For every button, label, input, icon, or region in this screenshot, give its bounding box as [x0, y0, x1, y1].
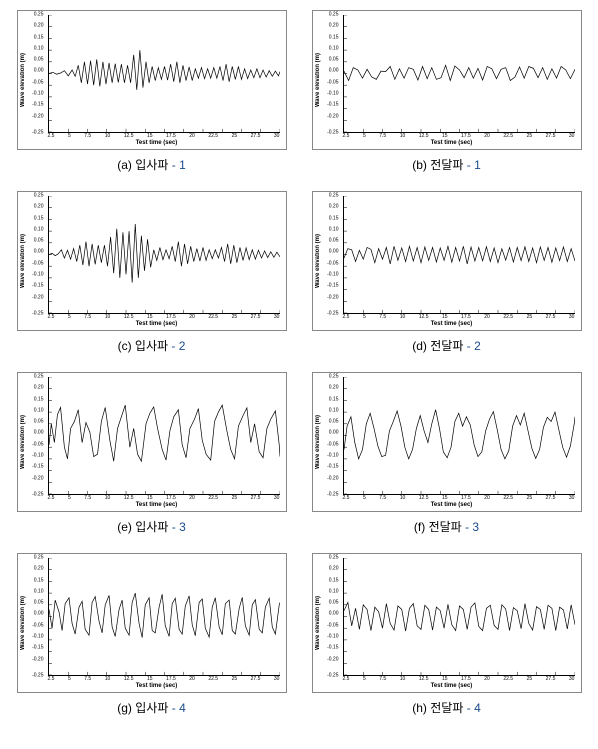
chart-panel: Wave elevation (m)0.250.200.150.100.050.… — [17, 372, 287, 512]
y-axis-label: Wave elevation (m) — [313, 415, 323, 469]
waveform-line — [344, 410, 575, 459]
chart-panel: Wave elevation (m)0.250.200.150.100.050.… — [312, 191, 582, 331]
caption-letter: (d) — [412, 339, 427, 353]
chart-cell-c: Wave elevation (m)0.250.200.150.100.050.… — [10, 191, 293, 354]
y-ticks: 0.250.200.150.100.050.00-0.05-0.10-0.15-… — [323, 15, 339, 133]
plot-area: 0.250.200.150.100.050.00-0.05-0.10-0.15-… — [325, 558, 575, 676]
waveform-line — [344, 602, 575, 631]
caption-letter: (f) — [414, 520, 425, 534]
caption-letter: (e) — [117, 520, 132, 534]
chart-panel: Wave elevation (m)0.250.200.150.100.050.… — [312, 553, 582, 693]
caption-text: 전달파 — [429, 520, 462, 534]
plot-area: 0.250.200.150.100.050.00-0.05-0.10-0.15-… — [325, 377, 575, 495]
x-axis-label: Test time (sec) — [323, 501, 581, 511]
waveform-line — [49, 405, 280, 461]
chart-caption: (h) 전달파 - 4 — [412, 699, 481, 716]
plot-area: 0.250.200.150.100.050.00-0.05-0.10-0.15-… — [30, 558, 280, 676]
waveform-line — [49, 224, 280, 282]
caption-letter: (c) — [118, 339, 132, 353]
plot-area: 0.250.200.150.100.050.00-0.05-0.10-0.15-… — [30, 196, 280, 314]
chart-panel: Wave elevation (m)0.250.200.150.100.050.… — [17, 191, 287, 331]
caption-number: - 3 — [172, 520, 186, 534]
y-ticks: 0.250.200.150.100.050.00-0.05-0.10-0.15-… — [323, 377, 339, 495]
caption-number: - 1 — [467, 158, 481, 172]
plot-area: 0.250.200.150.100.050.00-0.05-0.10-0.15-… — [30, 377, 280, 495]
caption-number: - 2 — [467, 339, 481, 353]
x-axis-label: Test time (sec) — [323, 682, 581, 692]
chart-caption: (d) 전달파 - 2 — [412, 337, 481, 354]
caption-number: - 4 — [467, 701, 481, 715]
chart-cell-a: Wave elevation (m)0.250.200.150.100.050.… — [10, 10, 293, 173]
y-ticks: 0.250.200.150.100.050.00-0.05-0.10-0.15-… — [28, 15, 44, 133]
chart-panel: Wave elevation (m)0.250.200.150.100.050.… — [17, 553, 287, 693]
chart-caption: (e) 입사파 - 3 — [117, 518, 186, 535]
y-axis-label: Wave elevation (m) — [313, 53, 323, 107]
chart-cell-d: Wave elevation (m)0.250.200.150.100.050.… — [305, 191, 588, 354]
waveform-line — [49, 593, 280, 637]
waveform-line — [344, 65, 575, 80]
caption-number: - 2 — [171, 339, 185, 353]
caption-text: 입사파 — [135, 701, 168, 715]
x-axis-label: Test time (sec) — [28, 320, 286, 330]
caption-letter: (b) — [412, 158, 427, 172]
plot-area: 0.250.200.150.100.050.00-0.05-0.10-0.15-… — [30, 15, 280, 133]
plot-area: 0.250.200.150.100.050.00-0.05-0.10-0.15-… — [325, 196, 575, 314]
y-ticks: 0.250.200.150.100.050.00-0.05-0.10-0.15-… — [323, 558, 339, 676]
x-axis-label: Test time (sec) — [28, 682, 286, 692]
chart-cell-g: Wave elevation (m)0.250.200.150.100.050.… — [10, 553, 293, 716]
x-axis-label: Test time (sec) — [323, 320, 581, 330]
caption-text: 입사파 — [135, 520, 168, 534]
chart-caption: (c) 입사파 - 2 — [118, 337, 186, 354]
caption-text: 입사파 — [135, 339, 168, 353]
chart-cell-f: Wave elevation (m)0.250.200.150.100.050.… — [305, 372, 588, 535]
caption-text: 전달파 — [430, 339, 463, 353]
chart-panel: Wave elevation (m)0.250.200.150.100.050.… — [312, 10, 582, 150]
y-axis-label: Wave elevation (m) — [313, 234, 323, 288]
chart-caption: (a) 입사파 - 1 — [117, 156, 186, 173]
plot-area: 0.250.200.150.100.050.00-0.05-0.10-0.15-… — [325, 15, 575, 133]
caption-text: 입사파 — [135, 158, 168, 172]
chart-cell-b: Wave elevation (m)0.250.200.150.100.050.… — [305, 10, 588, 173]
caption-letter: (g) — [117, 701, 132, 715]
chart-cell-h: Wave elevation (m)0.250.200.150.100.050.… — [305, 553, 588, 716]
x-axis-label: Test time (sec) — [323, 139, 581, 149]
x-axis-label: Test time (sec) — [28, 139, 286, 149]
y-ticks: 0.250.200.150.100.050.00-0.05-0.10-0.15-… — [28, 196, 44, 314]
chart-caption: (g) 입사파 - 4 — [117, 699, 186, 716]
y-axis-label: Wave elevation (m) — [313, 596, 323, 650]
chart-caption: (f) 전달파 - 3 — [414, 518, 479, 535]
x-axis-label: Test time (sec) — [28, 501, 286, 511]
y-axis-label: Wave elevation (m) — [18, 53, 28, 107]
y-ticks: 0.250.200.150.100.050.00-0.05-0.10-0.15-… — [323, 196, 339, 314]
caption-number: - 3 — [465, 520, 479, 534]
waveform-line — [344, 246, 575, 264]
y-axis-label: Wave elevation (m) — [18, 596, 28, 650]
caption-letter: (h) — [412, 701, 427, 715]
caption-number: - 4 — [172, 701, 186, 715]
y-ticks: 0.250.200.150.100.050.00-0.05-0.10-0.15-… — [28, 377, 44, 495]
chart-panel: Wave elevation (m)0.250.200.150.100.050.… — [17, 10, 287, 150]
y-axis-label: Wave elevation (m) — [18, 234, 28, 288]
chart-cell-e: Wave elevation (m)0.250.200.150.100.050.… — [10, 372, 293, 535]
y-ticks: 0.250.200.150.100.050.00-0.05-0.10-0.15-… — [28, 558, 44, 676]
caption-number: - 1 — [172, 158, 186, 172]
waveform-line — [49, 50, 280, 90]
caption-letter: (a) — [117, 158, 132, 172]
caption-text: 전달파 — [430, 701, 463, 715]
chart-caption: (b) 전달파 - 1 — [412, 156, 481, 173]
chart-panel: Wave elevation (m)0.250.200.150.100.050.… — [312, 372, 582, 512]
caption-text: 전달파 — [430, 158, 463, 172]
y-axis-label: Wave elevation (m) — [18, 415, 28, 469]
